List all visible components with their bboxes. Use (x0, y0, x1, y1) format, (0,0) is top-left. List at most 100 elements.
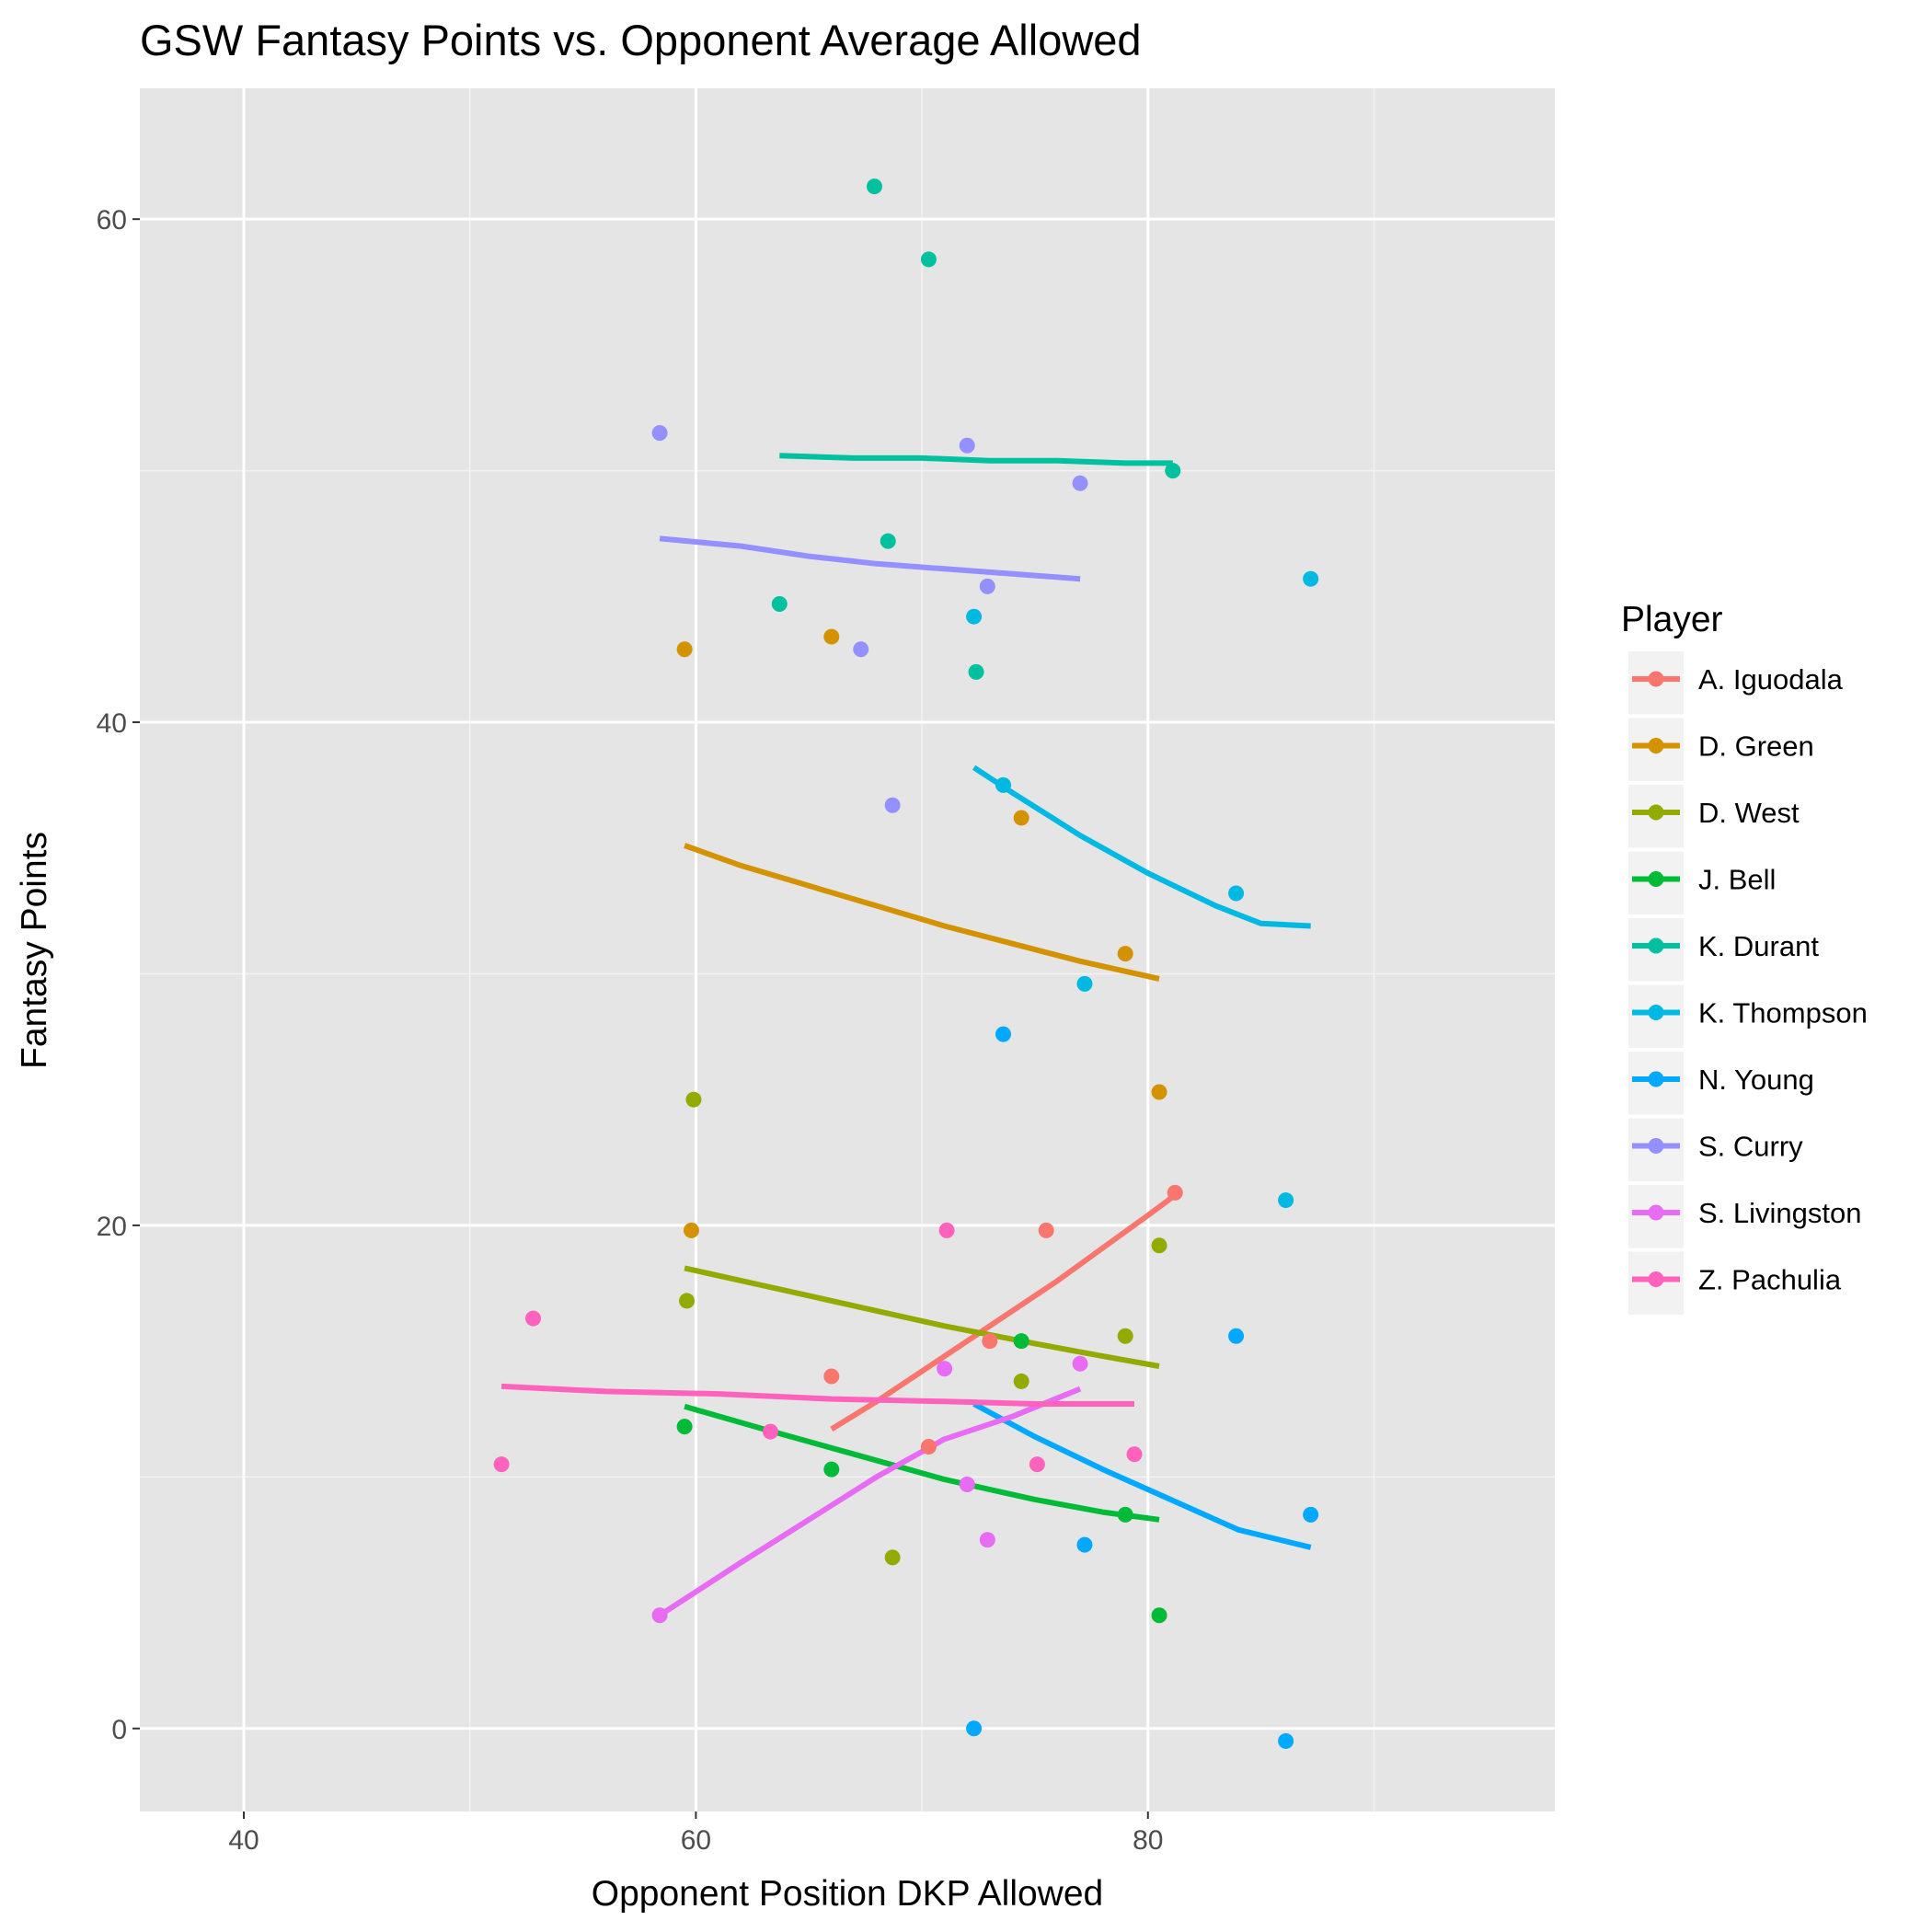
data-point (1117, 1506, 1133, 1523)
data-point (1013, 810, 1029, 826)
data-point (679, 1293, 696, 1309)
legend-label: K. Durant (1698, 930, 1819, 962)
trend-line (972, 765, 1311, 929)
data-points (493, 178, 1319, 1749)
legend-label: D. Green (1698, 730, 1814, 763)
data-point (1278, 1192, 1294, 1209)
trend-line (658, 1386, 1082, 1618)
data-point (651, 1607, 668, 1624)
data-point (884, 1549, 901, 1566)
y-tick-label: 40 (97, 708, 127, 739)
data-point (966, 1720, 983, 1737)
data-point (966, 608, 983, 625)
data-point (1013, 1373, 1029, 1389)
y-tick-label: 60 (97, 205, 127, 236)
legend-key-point (1648, 738, 1664, 753)
data-point (1038, 1222, 1054, 1238)
data-point (1167, 1184, 1183, 1201)
data-point (1126, 1446, 1143, 1463)
data-point (884, 797, 901, 813)
data-point (524, 1310, 541, 1327)
data-point (995, 1026, 1012, 1042)
data-point (1013, 1333, 1029, 1350)
legend-label: N. Young (1698, 1064, 1814, 1096)
y-axis: 0 20 40 60 (97, 205, 140, 1745)
legend-label: Z. Pachulia (1698, 1264, 1842, 1296)
legend-key-point (1648, 937, 1664, 954)
legend-title: Player (1621, 600, 1723, 639)
data-point (1228, 1328, 1245, 1344)
data-point (823, 1368, 840, 1385)
data-point (651, 425, 668, 442)
legend-key-point (1648, 1071, 1664, 1087)
data-point (866, 178, 882, 195)
data-point (676, 641, 693, 658)
data-point (1303, 570, 1319, 587)
data-point (493, 1456, 510, 1473)
trend-lines (500, 453, 1312, 1618)
legend-key-point (1648, 1271, 1664, 1287)
legend-label: J. Bell (1698, 864, 1776, 896)
data-point (853, 641, 869, 658)
x-tick-label: 60 (681, 1825, 711, 1856)
data-point (959, 1477, 975, 1493)
x-tick-label: 40 (228, 1825, 259, 1856)
legend-label: D. West (1698, 797, 1800, 829)
data-point (1072, 1355, 1088, 1372)
trend-line (684, 843, 1160, 982)
chart-title: GSW Fantasy Points vs. Opponent Average … (140, 16, 1142, 64)
data-point (1303, 1506, 1319, 1523)
legend-label: A. Iguodala (1698, 663, 1844, 696)
data-point (762, 1423, 778, 1440)
y-axis-title: Fantasy Points (15, 832, 54, 1069)
data-point (1151, 1237, 1167, 1254)
legend: Player A. Iguodala D. Green D. West J. Bell… (1621, 600, 1868, 1315)
data-point (880, 533, 896, 549)
data-point (1151, 1607, 1167, 1624)
data-point (685, 1091, 702, 1108)
legend-label: S. Livingston (1698, 1197, 1862, 1229)
legend-key-point (1648, 871, 1664, 887)
x-tick-label: 80 (1133, 1825, 1163, 1856)
data-point (995, 776, 1012, 793)
legend-label: K. Thompson (1698, 997, 1868, 1029)
data-point (937, 1361, 953, 1377)
x-axis: 40 60 80 (228, 1811, 1163, 1856)
trend-line (684, 1265, 1160, 1369)
data-point (1076, 975, 1093, 992)
data-point (979, 578, 995, 594)
data-point (1072, 475, 1088, 491)
trend-line (972, 1401, 1312, 1550)
data-point (920, 251, 937, 268)
data-point (982, 1333, 998, 1350)
data-point (1029, 1456, 1045, 1473)
minor-gridlines (140, 88, 1555, 1811)
data-point (823, 1461, 840, 1478)
data-point (676, 1419, 693, 1435)
plot-panel (140, 88, 1555, 1811)
y-tick-label: 0 (111, 1715, 127, 1745)
data-point (1117, 946, 1133, 962)
data-point (1076, 1536, 1093, 1553)
data-point (959, 437, 975, 454)
data-point (938, 1222, 955, 1238)
legend-key-point (1648, 1005, 1664, 1020)
legend-key-point (1648, 1138, 1664, 1154)
legend-label: S. Curry (1698, 1131, 1803, 1163)
trend-line (779, 453, 1173, 466)
legend-key-point (1648, 1204, 1664, 1221)
data-point (771, 596, 788, 613)
data-point (1165, 463, 1181, 479)
data-point (968, 663, 984, 680)
data-point (920, 1439, 937, 1455)
trend-line (830, 1192, 1177, 1432)
data-point (1278, 1732, 1294, 1749)
trend-line (500, 1383, 1134, 1407)
data-point (823, 628, 840, 645)
data-point (979, 1532, 995, 1548)
data-point (683, 1222, 699, 1238)
legend-key-point (1648, 804, 1664, 821)
data-point (1151, 1084, 1167, 1100)
legend-key-point (1648, 671, 1664, 687)
